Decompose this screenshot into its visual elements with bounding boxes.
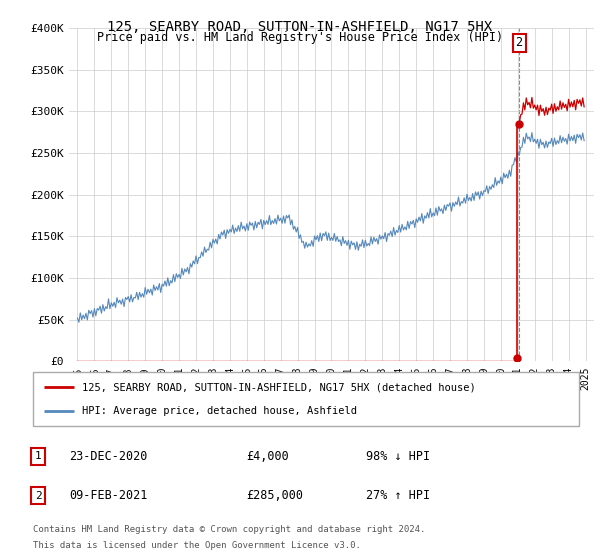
Text: Price paid vs. HM Land Registry's House Price Index (HPI): Price paid vs. HM Land Registry's House …	[97, 31, 503, 44]
Text: 27% ↑ HPI: 27% ↑ HPI	[366, 489, 430, 502]
Text: 125, SEARBY ROAD, SUTTON-IN-ASHFIELD, NG17 5HX: 125, SEARBY ROAD, SUTTON-IN-ASHFIELD, NG…	[107, 20, 493, 34]
Text: £4,000: £4,000	[246, 450, 289, 463]
Text: 09-FEB-2021: 09-FEB-2021	[69, 489, 148, 502]
Text: 125, SEARBY ROAD, SUTTON-IN-ASHFIELD, NG17 5HX (detached house): 125, SEARBY ROAD, SUTTON-IN-ASHFIELD, NG…	[82, 382, 476, 393]
Text: HPI: Average price, detached house, Ashfield: HPI: Average price, detached house, Ashf…	[82, 405, 357, 416]
Text: 98% ↓ HPI: 98% ↓ HPI	[366, 450, 430, 463]
Text: 2: 2	[515, 36, 523, 49]
Text: This data is licensed under the Open Government Licence v3.0.: This data is licensed under the Open Gov…	[33, 542, 361, 550]
Text: 1: 1	[35, 451, 41, 461]
Text: Contains HM Land Registry data © Crown copyright and database right 2024.: Contains HM Land Registry data © Crown c…	[33, 525, 425, 534]
FancyBboxPatch shape	[33, 372, 579, 426]
Text: 23-DEC-2020: 23-DEC-2020	[69, 450, 148, 463]
Text: 2: 2	[35, 491, 41, 501]
Text: £285,000: £285,000	[246, 489, 303, 502]
